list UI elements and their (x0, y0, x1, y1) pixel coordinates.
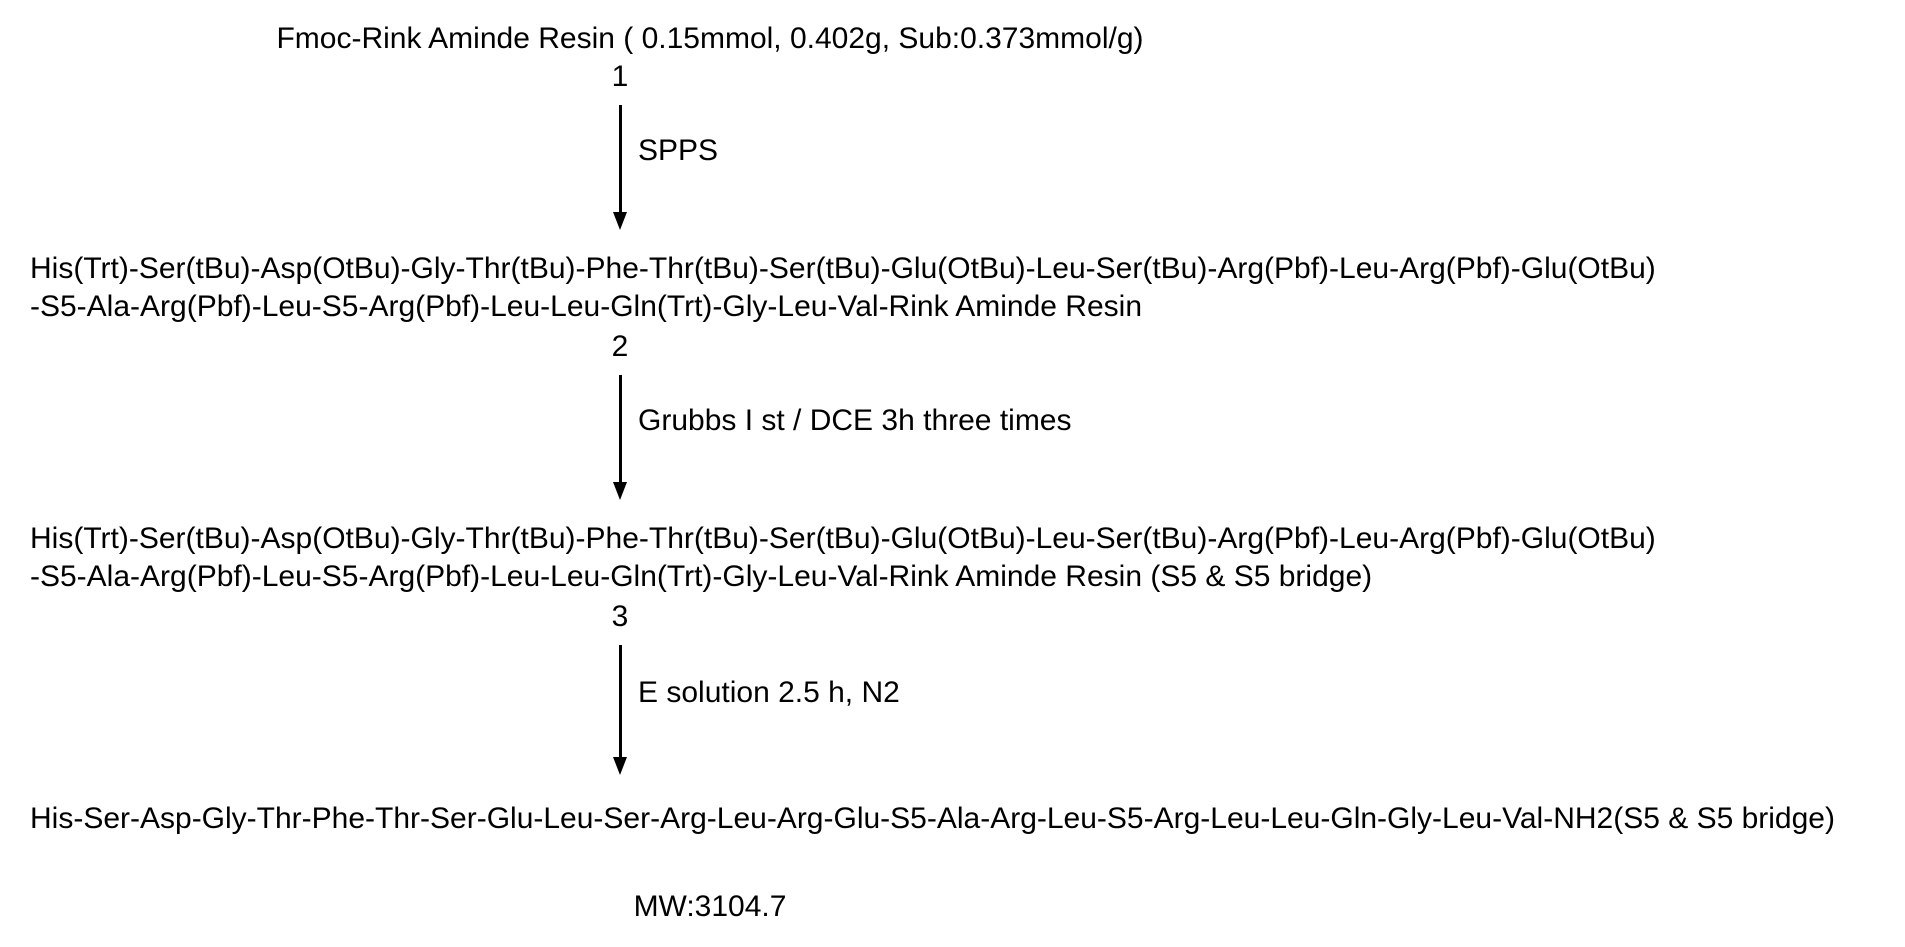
arrow-label: E solution 2.5 h, N2 (638, 676, 900, 710)
molecular-weight: MW:3104.7 (634, 890, 787, 924)
reaction-arrow: E solution 2.5 h, N2 (0, 0, 1905, 947)
arrow-head-icon (613, 757, 627, 775)
arrow-shaft (619, 645, 622, 757)
